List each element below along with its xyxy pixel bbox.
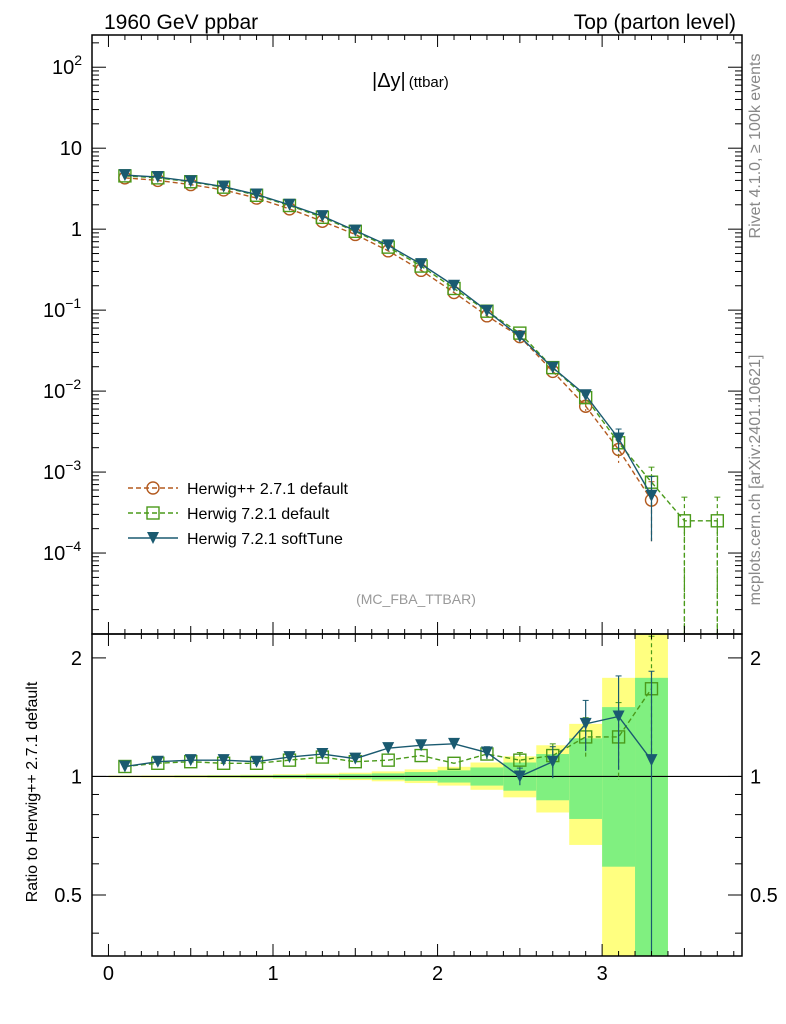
legend: Herwig++ 2.7.1 default Herwig 7.2.1 defau… bbox=[128, 481, 349, 548]
legend-entry: Herwig 7.2.1 softTune bbox=[128, 531, 343, 548]
ratio-y-tick-label-left: 1 bbox=[71, 766, 82, 788]
ratio-point-marker bbox=[184, 754, 197, 767]
data-point-marker bbox=[316, 210, 329, 223]
data-point-marker bbox=[448, 279, 461, 292]
ratio-point-marker bbox=[579, 717, 592, 730]
data-point-marker bbox=[415, 258, 428, 271]
ratio-point-marker bbox=[645, 754, 658, 767]
data-point-marker bbox=[250, 188, 263, 201]
y-tick-label: 10−3 bbox=[43, 457, 81, 484]
ratio-y-axis-label: Ratio to Herwig++ 2.7.1 default bbox=[24, 681, 41, 902]
ratio-series-group bbox=[118, 635, 659, 956]
header-left: 1960 GeV ppbar bbox=[104, 11, 258, 34]
main-series-group bbox=[118, 169, 725, 634]
series-line bbox=[124, 174, 653, 497]
ratio-point-marker bbox=[349, 752, 362, 765]
y-tick-label: 10−2 bbox=[43, 376, 81, 403]
panel-title-sub: (ttbar) bbox=[409, 74, 449, 91]
y-tick-label: 10 bbox=[60, 138, 82, 160]
data-point-marker bbox=[612, 432, 625, 445]
green-band-bin bbox=[569, 738, 603, 819]
data-point-marker bbox=[283, 198, 296, 211]
series-line bbox=[124, 175, 718, 522]
data-point-marker bbox=[513, 330, 526, 343]
data-point-marker bbox=[118, 169, 131, 182]
x-tick-label: 0 bbox=[103, 963, 114, 985]
ratio-point-marker bbox=[250, 755, 263, 768]
ratio-point-marker bbox=[151, 755, 164, 768]
legend-label: Herwig 7.2.1 softTune bbox=[187, 531, 343, 548]
header-right: Top (parton level) bbox=[574, 11, 736, 34]
data-point-marker bbox=[579, 389, 592, 402]
ratio-series-herwig-7-2-1-softtune bbox=[118, 670, 658, 956]
axis-ticks: 0 1 2 3 102 10 1 10−1 10−2 10−3 10−4 0.5 0.5 1 1 2 2 bbox=[43, 35, 778, 985]
ratio-y-tick-label-right: 2 bbox=[750, 648, 761, 670]
rivet-version-label: Rivet 4.1.0, ≥ 100k events bbox=[747, 54, 764, 239]
legend-entry: Herwig 7.2.1 default bbox=[128, 506, 330, 523]
series-herwig-7-2-1-default bbox=[118, 169, 725, 634]
x-tick-label: 2 bbox=[432, 963, 443, 985]
data-point-marker bbox=[349, 224, 362, 237]
y-tick-label: 1 bbox=[71, 219, 82, 241]
panel-title-main: |Δy| bbox=[372, 70, 406, 92]
ratio-point-marker bbox=[447, 756, 461, 770]
ratio-point-marker bbox=[283, 751, 296, 764]
data-point-marker bbox=[480, 304, 493, 317]
analysis-label: (MC_FBA_TTBAR) bbox=[356, 591, 476, 607]
mcplots-source-label: mcplots.cern.ch [arXiv:2401.10621] bbox=[747, 355, 764, 606]
ratio-uncertainty-bands bbox=[108, 634, 668, 956]
ratio-point-marker bbox=[480, 746, 493, 759]
ratio-point-marker bbox=[513, 753, 527, 767]
ratio-point-marker bbox=[217, 754, 230, 767]
legend-label: Herwig 7.2.1 default bbox=[187, 506, 330, 523]
ratio-point-marker bbox=[448, 737, 461, 750]
ratio-y-tick-label-right: 0.5 bbox=[750, 885, 778, 907]
data-point-marker bbox=[710, 514, 725, 528]
legend-entry: Herwig++ 2.7.1 default bbox=[128, 481, 349, 498]
ratio-y-tick-label-right: 1 bbox=[750, 766, 761, 788]
ratio-point-marker bbox=[381, 753, 395, 767]
panel-title: |Δy| (ttbar) bbox=[372, 70, 449, 92]
data-point-marker bbox=[645, 489, 658, 502]
data-point-marker bbox=[382, 239, 395, 252]
ratio-point-marker bbox=[546, 755, 559, 768]
legend-marker bbox=[147, 532, 159, 544]
series-herwig-7-2-1-softtune bbox=[118, 169, 658, 542]
ratio-point-marker bbox=[118, 760, 131, 773]
data-point-marker bbox=[151, 171, 164, 184]
series-line bbox=[124, 177, 653, 501]
data-point-marker bbox=[546, 361, 559, 374]
legend-marker bbox=[146, 506, 160, 520]
x-tick-label: 1 bbox=[267, 963, 278, 985]
ratio-point-marker bbox=[612, 710, 625, 723]
ratio-point-marker bbox=[316, 748, 329, 761]
data-point-marker bbox=[677, 514, 692, 528]
ratio-y-tick-label-left: 2 bbox=[71, 648, 82, 670]
legend-label: Herwig++ 2.7.1 default bbox=[187, 481, 349, 498]
y-tick-label: 10−1 bbox=[43, 295, 81, 322]
data-point-marker bbox=[184, 175, 197, 188]
ratio-plot-frame bbox=[91, 633, 743, 957]
y-tick-label: 10−4 bbox=[43, 538, 81, 565]
ratio-point-marker bbox=[415, 739, 428, 752]
legend-marker bbox=[146, 481, 160, 495]
data-point-marker bbox=[217, 180, 230, 193]
ratio-y-tick-label-left: 0.5 bbox=[54, 885, 82, 907]
ratio-point-marker bbox=[513, 770, 526, 783]
y-tick-label: 102 bbox=[52, 52, 82, 79]
x-tick-label: 3 bbox=[597, 963, 608, 985]
ratio-point-marker bbox=[382, 742, 395, 755]
